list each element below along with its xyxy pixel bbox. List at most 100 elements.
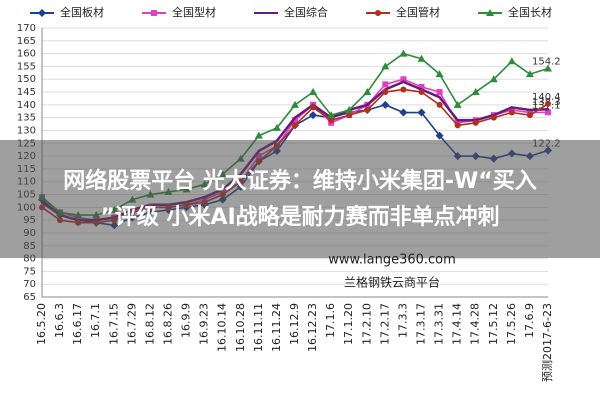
y-tick-label: 170: [17, 23, 36, 34]
x-tick-label: 16.11.24: [270, 303, 283, 352]
y-tick-label: 80: [23, 254, 36, 265]
marker: [346, 112, 353, 119]
x-tick-label: 17.4.14: [451, 303, 464, 345]
value-label: 154.2: [532, 56, 561, 67]
marker: [375, 10, 381, 16]
x-tick-label: 17.5.26: [505, 303, 518, 345]
marker: [309, 88, 318, 96]
marker: [291, 100, 299, 108]
value-label: 140.4: [532, 92, 561, 103]
x-tick-label: 16.12.23: [306, 303, 319, 352]
y-tick-label: 135: [17, 113, 36, 124]
marker: [363, 88, 372, 96]
x-tick-label: 17.6.9: [523, 303, 536, 338]
marker: [292, 117, 298, 124]
marker: [472, 119, 479, 126]
x-tick-label: 16.6.17: [71, 303, 84, 345]
marker: [545, 100, 551, 107]
point: [546, 108, 550, 111]
legend-label: 全国管材: [396, 5, 440, 19]
y-tick-label: 75: [23, 266, 36, 277]
y-tick-label: 145: [17, 87, 36, 98]
x-tick-label: 16.7.29: [125, 303, 138, 345]
marker: [292, 122, 298, 129]
marker: [544, 64, 552, 72]
watermark: www.lange360.com: [328, 253, 456, 268]
y-tick-label: 140: [17, 100, 36, 111]
marker: [151, 10, 157, 16]
legend-label: 全国综合: [284, 5, 328, 19]
marker: [525, 70, 534, 78]
x-tick-label: 17.3.3: [396, 303, 409, 338]
point: [510, 106, 514, 109]
marker: [364, 106, 371, 113]
marker: [417, 108, 426, 117]
watermark: 兰格钢铁云商平台: [344, 275, 440, 290]
y-tick-label: 70: [23, 279, 36, 290]
marker: [399, 108, 408, 117]
marker: [453, 100, 462, 108]
x-tick-label: 16.9.23: [198, 303, 211, 345]
x-tick-label: 16.10.28: [234, 303, 247, 352]
marker: [418, 89, 425, 96]
marker: [382, 81, 389, 88]
marker: [418, 83, 425, 90]
point: [456, 119, 459, 122]
x-tick-label: 16.8.12: [143, 303, 156, 345]
x-tick-label: 16.8.26: [162, 303, 175, 345]
x-tick-label: 16.10.14: [216, 303, 229, 352]
x-tick-label: 17.3.17: [415, 303, 428, 345]
headline: 网络股票平台 光大证券：维持小米集团-W“买入: [63, 168, 537, 194]
marker: [486, 9, 494, 16]
marker: [327, 111, 336, 119]
x-tick-label: 16.7.15: [107, 303, 120, 345]
marker: [489, 75, 498, 83]
marker: [400, 86, 407, 93]
marker: [309, 111, 318, 120]
x-tick-label: 16.5.20: [35, 303, 48, 345]
legend-label: 全国板材: [60, 5, 104, 19]
x-tick-label: 17.3.31: [433, 303, 446, 345]
y-tick-label: 150: [17, 74, 36, 85]
x-tick-label: 17.2.10: [360, 303, 373, 345]
marker: [310, 104, 317, 111]
marker: [381, 100, 390, 109]
marker: [400, 76, 407, 83]
y-tick-label: 130: [17, 125, 36, 136]
point: [402, 80, 405, 84]
x-tick-label: 16.11.11: [252, 303, 265, 352]
x-tick-label: 17.2.17: [378, 303, 391, 345]
y-tick-label: 165: [17, 36, 36, 47]
y-tick-label: 155: [17, 61, 36, 72]
marker: [436, 89, 443, 96]
x-tick-label: 17.1.20: [342, 303, 355, 345]
legend-label: 全国型材: [172, 5, 216, 19]
marker: [254, 131, 263, 139]
marker: [507, 57, 516, 65]
point: [366, 103, 369, 107]
headline: ”评级 小米AI战略是耐力赛而非单点冲刺: [100, 204, 499, 230]
marker: [436, 101, 443, 108]
marker: [454, 122, 461, 129]
marker: [471, 88, 480, 96]
marker: [526, 112, 533, 119]
marker: [508, 109, 515, 116]
marker: [272, 123, 281, 131]
y-tick-label: 65: [23, 292, 36, 303]
marker: [38, 9, 46, 17]
point: [293, 116, 297, 119]
point: [438, 95, 441, 99]
banner: [0, 140, 600, 258]
x-tick-label: 17.1.6: [324, 303, 337, 338]
marker: [382, 89, 389, 96]
x-tick-label: 预测2017-6-23: [541, 303, 554, 382]
marker: [435, 131, 444, 140]
marker: [545, 109, 551, 116]
marker: [381, 62, 390, 70]
x-tick-label: 16.6.3: [53, 303, 66, 338]
marker: [328, 117, 335, 124]
marker: [399, 49, 408, 57]
marker: [417, 54, 426, 62]
x-tick-label: 17.5.12: [487, 303, 500, 345]
